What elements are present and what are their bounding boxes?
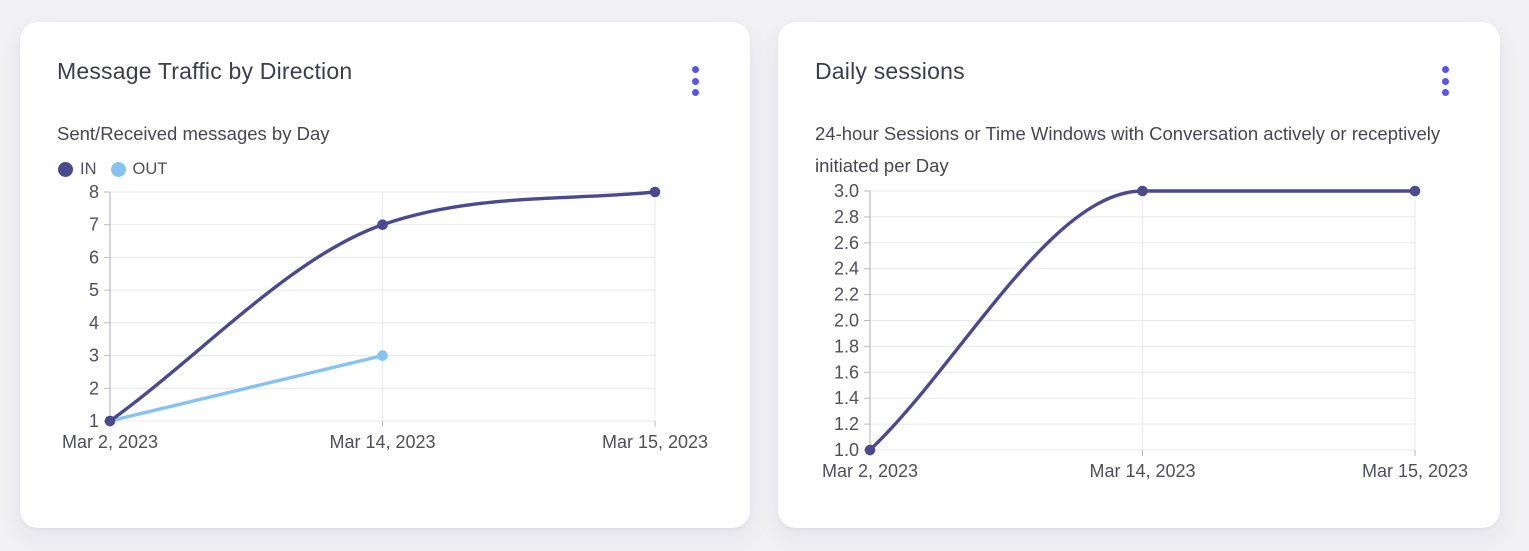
legend-item-out[interactable]: OUT (110, 160, 168, 179)
y-tick-label: 6 (89, 247, 99, 267)
line-chart-message-traffic: 1 2 3 4 5 6 7 8 Mar 2, 2023 Mar 14, 2023 Mar 15, 2… (62, 183, 708, 452)
y-tick-label: 2.4 (834, 259, 859, 279)
kebab-dot (691, 77, 699, 85)
x-tick-label: Mar 14, 2023 (1089, 461, 1195, 481)
line-chart-daily-sessions: 1.0 1.2 1.4 1.6 1.8 2.0 2.2 2.4 2.6 2.8 3.0 Mar 2, … (822, 183, 1468, 481)
y-tick-label: 1.2 (834, 414, 859, 434)
y-tick-label: 1 (89, 411, 99, 431)
data-point-in[interactable] (377, 219, 388, 231)
card-title-message-traffic: Message Traffic by Direction (57, 58, 353, 84)
y-tick-label: 2.0 (834, 311, 859, 331)
kebab-dot (691, 89, 699, 96)
kebab-dot (691, 66, 699, 73)
legend-dot-icon (110, 162, 126, 177)
y-tick-label: 5 (89, 280, 99, 300)
series-line-daily-sessions (868, 189, 1417, 452)
y-tick-label: 7 (89, 215, 99, 235)
card-title-daily-sessions: Daily sessions (815, 58, 965, 84)
kebab-dot (1441, 66, 1449, 73)
series-line-out (108, 353, 385, 423)
legend-label: IN (80, 160, 97, 178)
data-point-daily-sessions[interactable] (1409, 185, 1421, 197)
kebab-dot (1441, 89, 1449, 96)
y-tick-label: 2.6 (834, 233, 859, 253)
data-point-in[interactable] (649, 186, 661, 198)
y-tick-label: 1.4 (834, 388, 859, 408)
x-tick-label: Mar 2, 2023 (62, 432, 158, 452)
y-tick-label: 2.2 (834, 285, 859, 305)
kebab-dot (1441, 77, 1449, 85)
card-subtitle-daily-sessions: 24-hour Sessions or Time Windows with Co… (815, 123, 1441, 176)
data-point-daily-sessions[interactable] (864, 444, 876, 456)
y-tick-label: 3.0 (834, 183, 859, 201)
x-tick-label: Mar 15, 2023 (1362, 461, 1468, 481)
card-daily-sessions: Daily sessions 24-hour Sessions or Time … (778, 22, 1500, 528)
legend-label: OUT (132, 160, 168, 178)
y-tick-label: 2 (89, 378, 99, 398)
data-point-daily-sessions[interactable] (1137, 185, 1148, 197)
kebab-menu-icon[interactable] (1434, 64, 1456, 98)
x-tick-label: Mar 15, 2023 (602, 432, 708, 452)
kebab-menu-icon[interactable] (684, 64, 706, 98)
y-tick-label: 1.8 (834, 336, 859, 356)
card-message-traffic: Message Traffic by Direction Sent/Receiv… (20, 22, 750, 528)
y-tick-label: 1.0 (834, 440, 859, 460)
data-point-in[interactable] (104, 415, 116, 427)
x-tick-label: Mar 2, 2023 (822, 461, 918, 481)
y-tick-label: 2.8 (834, 207, 859, 227)
y-tick-label: 4 (89, 313, 99, 333)
legend-item-in[interactable]: IN (58, 160, 97, 179)
card-subtitle-message-traffic: Sent/Received messages by Day (57, 123, 330, 144)
chart-legend: IN OUT (58, 160, 167, 179)
y-tick-label: 8 (89, 183, 99, 202)
data-point-out[interactable] (377, 350, 388, 361)
y-tick-label: 1.6 (834, 362, 859, 382)
x-tick-label: Mar 14, 2023 (329, 432, 435, 452)
y-tick-label: 3 (89, 346, 99, 366)
legend-dot-icon (58, 162, 73, 177)
